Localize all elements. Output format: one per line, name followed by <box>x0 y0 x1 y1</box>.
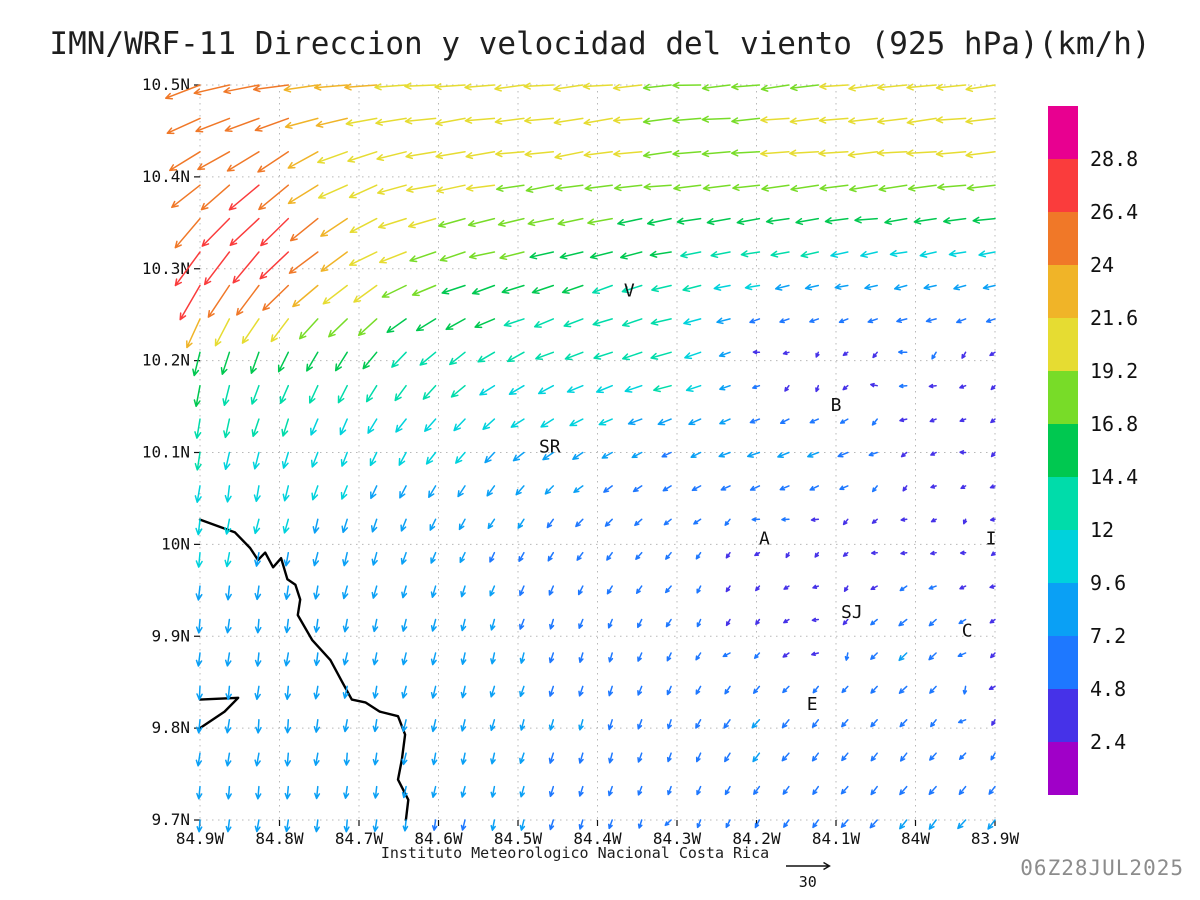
y-tick-label: 10.1N <box>142 443 190 462</box>
colorbar-label: 12 <box>1090 518 1114 542</box>
city-label: A <box>759 528 770 549</box>
x-tick-label: 84.9W <box>176 829 225 848</box>
chart-title: IMN/WRF-11 Direccion y velocidad del vie… <box>49 26 1151 62</box>
colorbar-label: 9.6 <box>1090 571 1126 595</box>
colorbar-label: 14.4 <box>1090 465 1138 489</box>
colorbar-label: 28.8 <box>1090 147 1138 171</box>
city-labels: V SR B A SJ C E I <box>539 280 996 714</box>
coastline-path <box>198 696 240 730</box>
reference-vector-label: 30 <box>799 873 817 891</box>
colorbar-label: 21.6 <box>1090 306 1138 330</box>
colorbar-swatch <box>1048 318 1078 371</box>
x-tick-label: 84.5W <box>494 829 543 848</box>
colorbar-label: 16.8 <box>1090 412 1138 436</box>
x-tick-label: 83.9W <box>971 829 1020 848</box>
reference-arrow-icon <box>786 861 831 871</box>
coastline <box>198 518 410 822</box>
colorbar: 2.4 4.8 7.2 9.6 12 14.4 16.8 19.2 21.6 24 26.4 28.8 <box>1048 106 1138 795</box>
city-label: SJ <box>841 602 863 623</box>
colorbar-label: 2.4 <box>1090 730 1126 754</box>
y-tick-label: 10.4N <box>142 167 190 186</box>
y-tick-label: 9.8N <box>151 718 190 737</box>
y-tick-label: 10.5N <box>142 75 190 94</box>
city-label: I <box>986 528 997 549</box>
city-label: E <box>807 694 818 715</box>
datestamp: 06Z28JUL2025 <box>1020 856 1184 880</box>
colorbar-label: 26.4 <box>1090 200 1138 224</box>
city-label: C <box>962 620 973 641</box>
colorbar-swatch <box>1048 159 1078 212</box>
y-tick-label: 10N <box>161 534 190 553</box>
colorbar-swatch <box>1048 530 1078 583</box>
x-tick-label: 84.2W <box>732 829 781 848</box>
city-label: SR <box>539 437 561 458</box>
city-label: V <box>624 280 635 301</box>
y-tick-label: 10.2N <box>142 351 190 370</box>
colorbar-swatch <box>1048 477 1078 530</box>
coastline-path <box>198 518 410 822</box>
colorbar-swatch <box>1048 424 1078 477</box>
colorbar-swatch <box>1048 212 1078 265</box>
colorbar-swatch <box>1048 371 1078 424</box>
x-tick-label: 84.8W <box>255 829 304 848</box>
colorbar-swatch <box>1048 689 1078 742</box>
x-tick-label: 84.7W <box>335 829 384 848</box>
y-tick-label: 10.3N <box>142 259 190 278</box>
colorbar-swatch <box>1048 742 1078 795</box>
graticule <box>199 84 996 821</box>
y-tick-label: 9.7N <box>151 810 190 829</box>
colorbar-label: 4.8 <box>1090 677 1126 701</box>
colorbar-swatch <box>1048 265 1078 318</box>
x-tick-label: 84.1W <box>812 829 861 848</box>
x-tick-label: 84.3W <box>653 829 702 848</box>
institute-caption: Instituto Meteorologico Nacional Costa R… <box>380 844 770 862</box>
wind-vectors <box>165 81 996 833</box>
city-label: B <box>831 395 842 416</box>
colorbar-swatch <box>1048 106 1078 159</box>
x-tick-label: 84W <box>901 829 930 848</box>
reference-vector: 30 <box>786 861 831 891</box>
axis-labels: 84.9W 84.8W 84.7W 84.6W 84.5W 84.4W 84.3W 84.2W… <box>142 75 1020 848</box>
x-tick-label: 84.6W <box>414 829 463 848</box>
colorbar-swatch <box>1048 636 1078 689</box>
colorbar-label: 19.2 <box>1090 359 1138 383</box>
x-tick-label: 84.4W <box>573 829 622 848</box>
colorbar-label: 7.2 <box>1090 624 1126 648</box>
colorbar-swatch <box>1048 583 1078 636</box>
y-tick-label: 9.9N <box>151 626 190 645</box>
colorbar-label: 24 <box>1090 253 1114 277</box>
